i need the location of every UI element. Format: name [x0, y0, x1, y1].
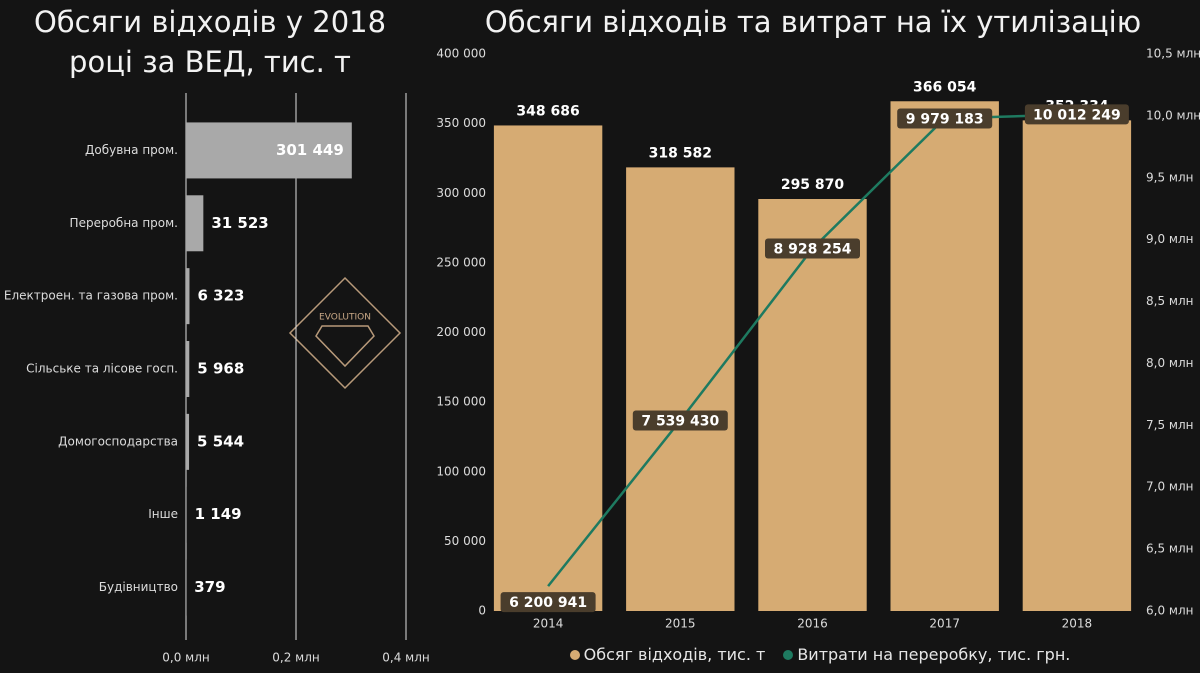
data-label-box [632, 410, 728, 431]
data-label-box [500, 592, 596, 613]
legend-item: Обсяг відходів, тис. т [569, 645, 766, 664]
y-tick-label: 300 000 [436, 186, 486, 200]
y2-tick-label: 9,0 млн [1146, 232, 1193, 246]
chart-title: Обсяги відходів у 2018 році за ВЕД, тис.… [33, 5, 387, 79]
y2-tick-label: 6,5 млн [1146, 542, 1193, 556]
legend-label: Обсяг відходів, тис. т [583, 645, 766, 664]
data-label-group: 6 200 941 [500, 592, 596, 613]
y2-tick-label: 7,5 млн [1146, 418, 1193, 432]
bar [186, 268, 190, 325]
y-tick-label: 100 000 [436, 464, 486, 478]
y-tick-label: Електроен. та газова пром. [4, 289, 178, 303]
x-tick-label: 0,0 млн [162, 651, 209, 665]
data-label: 348 686 [516, 103, 579, 119]
bar [890, 101, 999, 611]
y2-tick-label: 6,0 млн [1146, 604, 1193, 618]
data-label: 5 544 [197, 432, 244, 450]
data-label-box [897, 108, 993, 129]
data-label-group: 10 012 249 [1024, 104, 1129, 125]
y-tick-label: 400 000 [436, 47, 486, 61]
data-label: 6 323 [197, 287, 244, 305]
data-label-group: 7 539 430 [632, 410, 728, 431]
data-label: 1 149 [195, 505, 242, 523]
bar [493, 125, 603, 611]
y-tick-label: Сільське та лісове госп. [26, 362, 178, 376]
bar [626, 167, 735, 611]
x-tick-label: 2018 [1062, 617, 1093, 631]
bar [186, 122, 352, 179]
bar [758, 199, 867, 611]
y-tick-label: 250 000 [436, 255, 486, 269]
data-label: 31 523 [211, 214, 268, 232]
y2-tick-label: 8,5 млн [1146, 294, 1193, 308]
y2-tick-label: 10,5 млн [1146, 47, 1200, 61]
x-tick-label: 0,4 млн [382, 651, 429, 665]
bar [186, 341, 190, 397]
y2-tick-label: 9,5 млн [1146, 170, 1193, 184]
data-label: 8 928 254 [774, 242, 852, 258]
bar [186, 195, 204, 252]
y-tick-label: 150 000 [436, 395, 486, 409]
data-label-box [765, 238, 860, 259]
logo-text: EVOLUTION [319, 313, 371, 323]
data-label-group: 9 979 183 [897, 108, 993, 129]
y2-tick-label: 8,0 млн [1146, 356, 1193, 370]
x-tick-label: 2015 [665, 617, 696, 631]
bar [186, 413, 190, 470]
data-label: 301 449 [276, 141, 344, 159]
x-tick-label: 2016 [797, 617, 828, 631]
data-label: 7 539 430 [641, 413, 719, 429]
legend: Обсяг відходів, тис. т Витрати на перероб… [480, 645, 1160, 664]
legend-marker [569, 650, 580, 660]
data-label: 6 200 941 [509, 595, 587, 611]
x-tick-label: 2014 [533, 617, 564, 631]
y-tick-label: 200 000 [436, 325, 486, 339]
legend-item: Витрати на переробку, тис. грн. [783, 645, 1070, 664]
y-tick-label: Інше [148, 507, 178, 521]
y-tick-label: 0 [478, 604, 486, 618]
y-tick-label: Добувна пром. [85, 143, 178, 157]
legend-label: Витрати на переробку, тис. грн. [797, 645, 1071, 664]
x-tick-label: 2017 [929, 617, 960, 631]
data-label: 318 582 [649, 145, 712, 161]
logo: EVOLUTION [288, 276, 402, 390]
chart-title: Обсяги відходів та витрат на їх утилізац… [484, 5, 1142, 39]
y-tick-label: Переробна пром. [70, 216, 178, 230]
y-tick-label: Домогосподарства [58, 434, 178, 448]
y2-tick-label: 7,0 млн [1146, 480, 1193, 494]
y2-tick-label: 10,0 млн [1146, 108, 1200, 122]
y-tick-label: 50 000 [444, 534, 486, 548]
bar [186, 486, 187, 543]
data-label: 379 [194, 578, 225, 596]
y-tick-label: 350 000 [436, 116, 486, 130]
data-label: 366 054 [913, 79, 977, 95]
x-tick-label: 0,2 млн [272, 651, 319, 665]
y-tick-label: Будівництво [99, 580, 178, 594]
legend-marker [783, 650, 794, 660]
data-label: 9 979 183 [906, 111, 984, 127]
data-label-group: 8 928 254 [765, 238, 860, 259]
bar [1022, 120, 1132, 611]
data-label: 10 012 249 [1033, 107, 1121, 123]
data-label: 5 968 [197, 360, 244, 378]
data-label-box [1024, 104, 1129, 125]
data-label: 295 870 [781, 177, 845, 193]
